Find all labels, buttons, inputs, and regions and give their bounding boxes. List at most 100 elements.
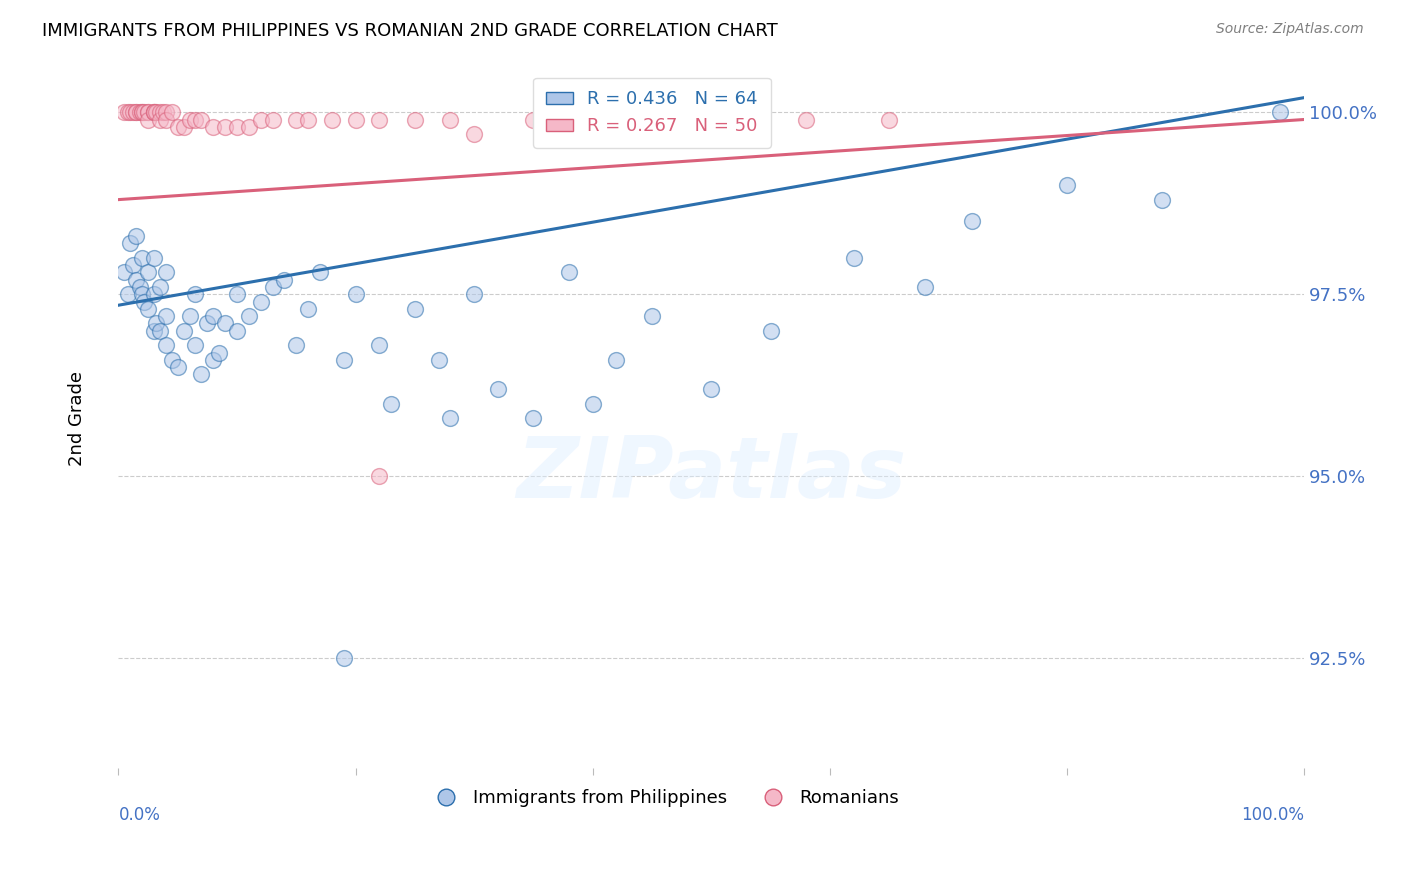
Point [202, 120, 225, 134]
Point [321, 112, 343, 127]
Point [404, 301, 426, 316]
Point [155, 338, 177, 352]
Point [152, 105, 174, 120]
Legend: Immigrants from Philippines, Romanians: Immigrants from Philippines, Romanians [420, 782, 907, 814]
Point [149, 324, 172, 338]
Point [121, 258, 143, 272]
Point [582, 396, 605, 410]
Point [131, 287, 153, 301]
Text: 100.0%: 100.0% [1241, 806, 1305, 824]
Point [195, 317, 218, 331]
Point [877, 112, 900, 127]
Point [332, 352, 354, 367]
Point [960, 214, 983, 228]
Point [136, 105, 159, 120]
Point [309, 265, 332, 279]
Point [344, 112, 367, 127]
Point [297, 112, 319, 127]
Point [136, 112, 159, 127]
Point [427, 352, 450, 367]
Point [142, 105, 165, 120]
Point [120, 105, 142, 120]
Point [842, 251, 865, 265]
Point [226, 287, 249, 301]
Point [142, 251, 165, 265]
Point [522, 112, 544, 127]
Point [173, 120, 195, 134]
Point [794, 112, 817, 127]
Text: Source: ZipAtlas.com: Source: ZipAtlas.com [1216, 22, 1364, 37]
Point [605, 352, 627, 367]
Point [605, 112, 627, 127]
Point [404, 112, 426, 127]
Text: ZIPatlas: ZIPatlas [516, 433, 907, 516]
Point [112, 265, 135, 279]
Point [134, 294, 156, 309]
Text: 0.0%: 0.0% [118, 806, 160, 824]
Point [149, 280, 172, 294]
Point [125, 105, 148, 120]
Point [1056, 178, 1078, 192]
Point [1150, 193, 1173, 207]
Point [173, 324, 195, 338]
Point [1270, 105, 1292, 120]
Point [184, 338, 207, 352]
Point [759, 324, 782, 338]
Point [120, 236, 142, 251]
Point [368, 469, 391, 483]
Point [142, 105, 165, 120]
Point [134, 105, 156, 120]
Point [149, 112, 172, 127]
Point [368, 338, 391, 352]
Point [214, 317, 236, 331]
Point [125, 273, 148, 287]
Point [155, 309, 177, 323]
Point [155, 105, 177, 120]
Text: IMMIGRANTS FROM PHILIPPINES VS ROMANIAN 2ND GRADE CORRELATION CHART: IMMIGRANTS FROM PHILIPPINES VS ROMANIAN … [42, 22, 778, 40]
Point [724, 112, 747, 127]
Point [184, 287, 207, 301]
Point [117, 287, 139, 301]
Point [641, 112, 664, 127]
Point [262, 112, 284, 127]
Point [285, 338, 308, 352]
Point [273, 273, 295, 287]
Point [136, 265, 159, 279]
Point [226, 120, 249, 134]
Point [166, 360, 188, 375]
Point [128, 105, 150, 120]
Point [179, 112, 201, 127]
Point [202, 309, 225, 323]
Point [238, 120, 260, 134]
Point [190, 368, 212, 382]
Point [208, 345, 231, 359]
Point [131, 251, 153, 265]
Point [463, 127, 485, 141]
Point [160, 352, 183, 367]
Point [131, 105, 153, 120]
Point [145, 105, 167, 120]
Point [145, 317, 167, 331]
Point [439, 411, 461, 425]
Point [368, 112, 391, 127]
Point [249, 294, 271, 309]
Point [202, 352, 225, 367]
Point [155, 112, 177, 127]
Point [179, 309, 201, 323]
Point [117, 105, 139, 120]
Point [262, 280, 284, 294]
Point [112, 105, 135, 120]
Point [332, 651, 354, 665]
Point [125, 229, 148, 244]
Point [128, 280, 150, 294]
Point [249, 112, 271, 127]
Point [184, 112, 207, 127]
Point [486, 382, 509, 396]
Point [142, 105, 165, 120]
Point [914, 280, 936, 294]
Point [344, 287, 367, 301]
Point [700, 112, 723, 127]
Point [166, 120, 188, 134]
Point [190, 112, 212, 127]
Point [142, 287, 165, 301]
